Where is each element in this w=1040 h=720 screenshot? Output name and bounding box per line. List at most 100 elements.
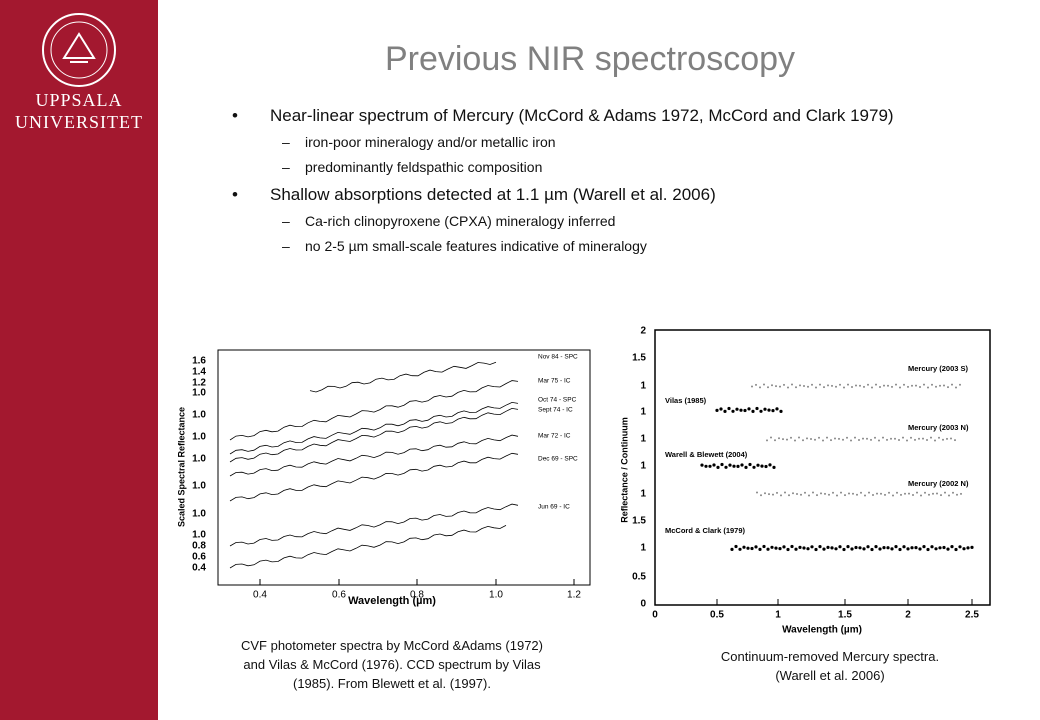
spectrum-point [778, 437, 780, 440]
spectrum-point [771, 384, 773, 387]
spectrum-point [871, 386, 873, 389]
spectrum-point [795, 386, 797, 389]
spectrum-point [863, 385, 865, 388]
spectrum-point [898, 547, 902, 552]
spectrum-point [754, 545, 758, 549]
spectrum-point [970, 545, 974, 549]
y-tick-label: 1.0 [192, 388, 206, 399]
logo-text: UNIVERSITET [15, 112, 143, 132]
spectrum-point [814, 547, 818, 552]
spectrum-point [938, 436, 940, 439]
spectrum-point [806, 547, 810, 551]
spectrum-point [732, 464, 736, 468]
spectrum-point [907, 385, 909, 388]
x-tick-label: 0.5 [710, 610, 724, 621]
spectrum-point [750, 546, 754, 551]
spectrum-point [768, 463, 772, 467]
spectrum-point [899, 386, 901, 389]
spectrum-point [854, 545, 858, 550]
spectrum-point [704, 464, 708, 468]
spectrum-point [788, 494, 790, 497]
spectrum-point [926, 439, 928, 441]
spectrum-point [778, 547, 782, 551]
spectrum-point [950, 545, 954, 549]
spectrum-point [864, 494, 866, 497]
spectrum-point [728, 463, 732, 467]
spectrum-point [954, 439, 956, 442]
spectrum-point [715, 408, 719, 412]
spectrum-point [874, 545, 878, 549]
spectrum-point [766, 547, 770, 551]
spectrum-point [815, 386, 817, 389]
spectrum-point [792, 492, 794, 495]
y-tick-label: 2 [640, 326, 646, 337]
spectrum-point [827, 384, 829, 387]
x-tick-label: 0.4 [253, 590, 267, 601]
spectrum-point [846, 545, 850, 549]
spectrum-point [826, 436, 828, 439]
spectrum-point [898, 439, 900, 441]
spectrum-point [918, 547, 922, 551]
y-tick-label: 1.0 [192, 432, 206, 443]
spectrum-point [740, 463, 744, 467]
spectrum-point [908, 492, 910, 495]
caption-line: Continuum-removed Mercury spectra. [720, 649, 940, 664]
spectrum-point [814, 438, 816, 441]
spectrum-point [834, 547, 838, 551]
spectrum-point [755, 406, 759, 411]
spectrum-point [914, 546, 918, 550]
spectrum-point [796, 493, 798, 495]
y-tick-label: 1.2 [192, 378, 206, 389]
spectrum-point [960, 492, 962, 495]
spectrum-point [902, 545, 906, 549]
spectrum-point [886, 438, 888, 441]
series-label: Mar 72 - IC [538, 433, 571, 440]
spectrum-point [903, 383, 905, 386]
spectrum-point [882, 546, 886, 550]
spectrum-point [824, 492, 826, 495]
spectrum-point [775, 385, 777, 388]
spectrum-point [763, 407, 767, 411]
spectrum-point [874, 436, 876, 439]
spectrum-point [883, 384, 885, 387]
spectrum-point [919, 386, 921, 388]
spectrum-point [736, 464, 740, 468]
spectrum-point [819, 383, 821, 386]
spectrum-point [890, 437, 892, 440]
spectrum-point [882, 436, 884, 439]
series-label: Sept 74 - IC [538, 407, 573, 414]
spectrum-point [934, 439, 936, 442]
series-label: Mercury (2002 N) [908, 479, 969, 488]
sub-bullet: iron-poor mineralogy and/or metallic iro… [232, 133, 952, 151]
spectrum-point [951, 383, 953, 386]
plot-frame [654, 329, 991, 606]
spectrum-point [723, 409, 727, 413]
spectrum-point [775, 407, 779, 411]
spectrum-point [906, 547, 910, 551]
spectrum-point [966, 546, 970, 550]
logo-seal [42, 13, 116, 87]
spectrum-point [782, 438, 784, 441]
spectrum-point [744, 465, 748, 469]
spectrum-point [867, 383, 869, 386]
spectrum-point [895, 383, 897, 386]
spectrum-point [782, 545, 786, 549]
series-label: Jun 69 - IC [538, 504, 570, 511]
spectrum-point [866, 545, 870, 549]
y-tick-label: 1.5 [632, 353, 646, 364]
x-tick-label: 1.2 [567, 590, 581, 601]
spectrum-point [700, 463, 704, 467]
spectrum-point [862, 437, 864, 440]
spectrum-point [904, 492, 906, 495]
series-label: Warell & Blewett (2004) [665, 450, 748, 459]
spectrum-point [758, 547, 762, 551]
x-axis-label: Wavelength (µm) [782, 625, 862, 636]
spectrum-point [872, 494, 874, 496]
spectrum-trace [309, 361, 497, 393]
spectrum-point [842, 547, 846, 552]
spectrum-point [884, 493, 886, 496]
spectrum-point [790, 544, 794, 549]
spectrum-point [774, 546, 778, 550]
spectrum-point [806, 437, 808, 440]
y-tick-label: 0 [640, 599, 646, 610]
